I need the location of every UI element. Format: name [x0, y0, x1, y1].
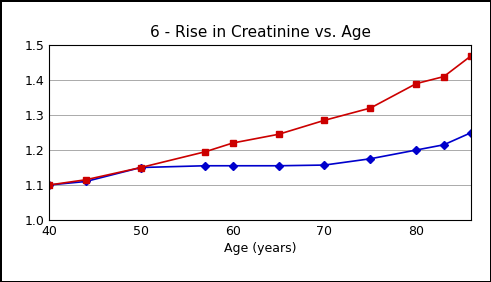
4th Quartile Lead	[367, 106, 373, 110]
4th Quartile Lead	[230, 141, 236, 145]
4th Quartile Lead	[441, 75, 447, 78]
1st Quartile Lead	[441, 143, 447, 146]
4th Quartile Lead	[83, 178, 89, 181]
4th Quartile Lead	[468, 54, 474, 57]
4th Quartile Lead	[138, 166, 144, 169]
4th Quartile Lead	[46, 183, 52, 187]
4th Quartile Lead	[322, 119, 327, 122]
Line: 4th Quartile Lead: 4th Quartile Lead	[46, 53, 474, 188]
1st Quartile Lead	[83, 180, 89, 183]
4th Quartile Lead	[202, 150, 208, 153]
4th Quartile Lead	[413, 82, 419, 85]
Line: 1st Quartile Lead: 1st Quartile Lead	[46, 130, 474, 188]
1st Quartile Lead	[138, 166, 144, 169]
1st Quartile Lead	[202, 164, 208, 168]
X-axis label: Age (years): Age (years)	[224, 242, 297, 255]
1st Quartile Lead	[367, 157, 373, 160]
1st Quartile Lead	[413, 148, 419, 152]
1st Quartile Lead	[46, 183, 52, 187]
1st Quartile Lead	[230, 164, 236, 168]
4th Quartile Lead	[275, 133, 281, 136]
1st Quartile Lead	[322, 163, 327, 167]
Title: 6 - Rise in Creatinine vs. Age: 6 - Rise in Creatinine vs. Age	[150, 25, 371, 40]
1st Quartile Lead	[468, 131, 474, 134]
1st Quartile Lead	[275, 164, 281, 168]
